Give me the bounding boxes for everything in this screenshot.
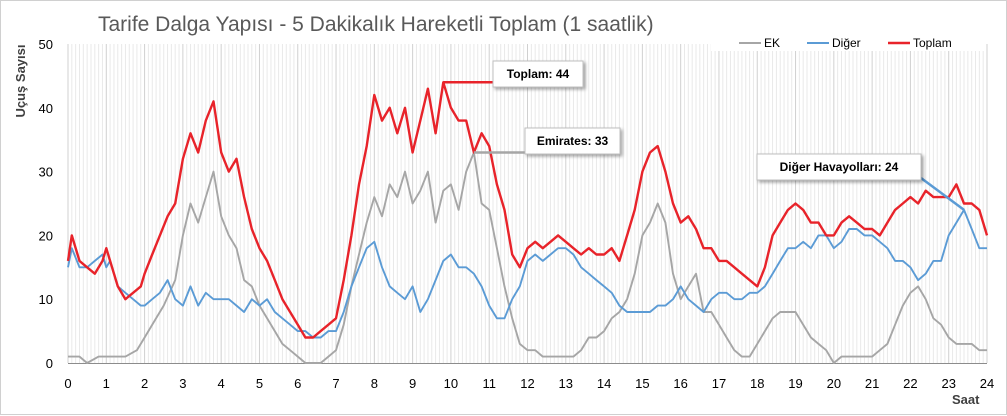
x-tick-label: 2 <box>141 376 148 391</box>
x-tick-label: 3 <box>179 376 186 391</box>
x-tick-label: 20 <box>827 376 841 391</box>
x-tick-label: 22 <box>903 376 917 391</box>
x-tick-label: 19 <box>788 376 802 391</box>
y-tick-label: 40 <box>39 101 53 116</box>
x-tick-label: 16 <box>673 376 687 391</box>
legend-label: Toplam <box>913 36 952 50</box>
legend: EK Diğer Toplam <box>711 34 986 51</box>
y-tick-label: 50 <box>39 37 53 52</box>
annotation-label: Emirates: 33 <box>537 134 609 148</box>
x-tick-label: 0 <box>64 376 71 391</box>
y-tick-label: 10 <box>39 292 53 307</box>
x-tick-label: 6 <box>294 376 301 391</box>
x-tick-label: 1 <box>103 376 110 391</box>
x-tick-label: 17 <box>712 376 726 391</box>
chart-title: Tarife Dalga Yapısı - 5 Dakikalık Hareke… <box>98 13 654 36</box>
x-tick-label: 11 <box>482 376 496 391</box>
x-tick-label: 8 <box>371 376 378 391</box>
annotation-label: Toplam: 44 <box>507 67 570 81</box>
x-tick-label: 9 <box>409 376 416 391</box>
x-tick-label: 7 <box>332 376 339 391</box>
x-tick-label: 12 <box>520 376 534 391</box>
x-tick-label: 18 <box>750 376 764 391</box>
y-tick-label: 30 <box>39 165 53 180</box>
x-tick-label: 10 <box>444 376 458 391</box>
legend-label: EK <box>764 36 780 50</box>
x-tick-label: 13 <box>559 376 573 391</box>
x-tick-label: 5 <box>256 376 263 391</box>
x-tick-label: 21 <box>865 376 879 391</box>
annotation-label: Diğer Havayolları: 24 <box>780 160 899 174</box>
x-tick-label: 24 <box>980 376 994 391</box>
y-tick-label: 20 <box>39 228 53 243</box>
y-tick-label: 0 <box>46 356 53 371</box>
y-axis-title: Uçuş Sayısı <box>13 45 28 118</box>
grid <box>68 44 987 363</box>
x-axis-title: Saat <box>952 392 980 407</box>
x-tick-label: 14 <box>597 376 611 391</box>
x-tick-label: 4 <box>218 376 225 391</box>
x-tick-label: 15 <box>635 376 649 391</box>
legend-label: Diğer <box>832 36 861 50</box>
x-tick-label: 23 <box>941 376 955 391</box>
